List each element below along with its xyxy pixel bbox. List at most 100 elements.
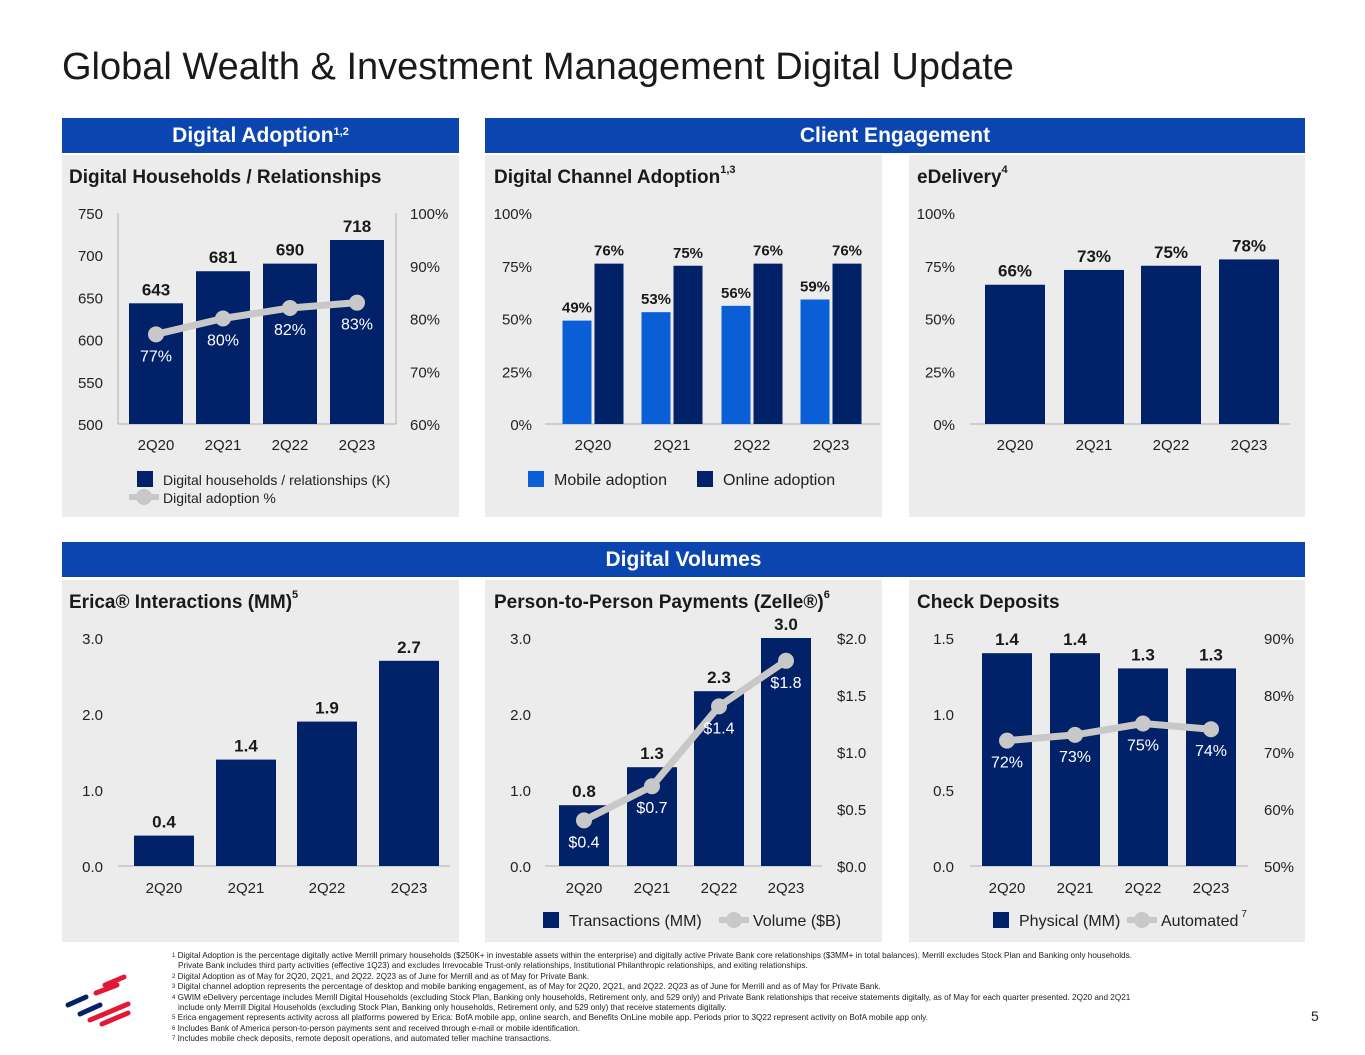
bar-value-label: 1.3 xyxy=(1199,645,1223,664)
bar xyxy=(832,263,862,424)
line-value-label: 82% xyxy=(274,322,306,339)
y-tick-label: 550 xyxy=(78,375,103,392)
y-tick-label: 2.0 xyxy=(510,707,531,724)
footnote: 4 GWIM eDelivery percentage includes Mer… xyxy=(172,993,1130,1003)
footnote-text: Erica engagement represents activity acr… xyxy=(177,1013,928,1023)
x-tick-label: 2Q21 xyxy=(228,880,265,897)
line-value-label: 77% xyxy=(140,348,172,365)
footnote: 1 Digital Adoption is the percentage dig… xyxy=(172,951,1132,961)
footnote-number: 7 xyxy=(172,1036,176,1043)
bar-value-label: 690 xyxy=(276,241,304,260)
y-tick-label: 75% xyxy=(925,259,955,276)
y-tick-label: 500 xyxy=(78,417,103,434)
line-point xyxy=(999,732,1015,749)
bar xyxy=(1186,668,1236,866)
bar-value-label: 2.7 xyxy=(397,638,421,657)
chart-title: eDelivery4 xyxy=(917,164,1008,189)
x-tick-label: 2Q22 xyxy=(272,437,309,454)
x-tick-label: 2Q20 xyxy=(146,880,183,897)
bar xyxy=(985,284,1045,424)
series-line xyxy=(1006,720,1212,745)
chart-title-text: Digital Households / Relationships xyxy=(69,167,382,188)
x-tick-label: 2Q23 xyxy=(813,437,850,454)
bar xyxy=(330,240,384,424)
footnote-text: Digital channel adoption represents the … xyxy=(177,982,881,992)
bar xyxy=(800,299,830,424)
bar xyxy=(297,721,357,866)
bar-value-label: 2.3 xyxy=(707,668,731,687)
chart-title-text: Person-to-Person Payments (Zelle®) xyxy=(494,592,824,613)
line-point xyxy=(644,778,660,795)
bank-of-america-logo xyxy=(65,974,131,1027)
bar-value-label: 56% xyxy=(721,285,751,302)
line-value-label: 73% xyxy=(1059,749,1091,766)
x-tick-label: 2Q21 xyxy=(634,880,671,897)
x-tick-label: 2Q23 xyxy=(1231,437,1268,454)
legend-swatch xyxy=(528,471,544,487)
bar-value-label: 66% xyxy=(998,262,1032,281)
bar xyxy=(216,759,276,866)
x-tick-label: 2Q21 xyxy=(205,437,242,454)
y-tick-label: 100% xyxy=(917,206,955,223)
y2-tick-label: 90% xyxy=(410,259,440,276)
x-tick-label: 2Q23 xyxy=(1193,880,1230,897)
legend-label: Digital households / relationships (K) xyxy=(163,472,390,488)
line-point xyxy=(576,812,592,829)
line-value-label: $1.8 xyxy=(770,675,801,692)
bar-value-label: 76% xyxy=(753,243,783,260)
bar-value-label: 1.3 xyxy=(640,744,664,763)
footnote-ref: 5 xyxy=(292,589,299,601)
panel-digital-households xyxy=(62,155,459,517)
y-tick-label: 0.5 xyxy=(933,783,954,800)
y2-tick-label: $0.0 xyxy=(837,859,866,876)
y2-tick-label: 90% xyxy=(1264,631,1294,648)
line-value-label: $0.4 xyxy=(568,834,599,851)
series-line xyxy=(582,657,788,824)
line-point xyxy=(1203,721,1219,738)
bar xyxy=(379,660,439,866)
line-value-label: $1.4 xyxy=(703,720,734,737)
x-tick-label: 2Q22 xyxy=(1125,880,1162,897)
y-tick-label: 1.0 xyxy=(82,783,103,800)
footnote: 7 Includes mobile check deposits, remote… xyxy=(172,1034,551,1044)
bar-value-label: 49% xyxy=(562,300,592,317)
y-tick-label: 750 xyxy=(78,206,103,223)
bar-value-label: 1.3 xyxy=(1131,645,1155,664)
y2-tick-label: 60% xyxy=(1264,802,1294,819)
y2-tick-label: 50% xyxy=(1264,859,1294,876)
bar xyxy=(694,691,744,866)
y-tick-label: 0.0 xyxy=(510,859,531,876)
legend-label: Digital adoption % xyxy=(163,490,276,506)
x-tick-label: 2Q22 xyxy=(1153,437,1190,454)
footnote: 3 Digital channel adoption represents th… xyxy=(172,982,881,992)
bar xyxy=(1064,269,1124,424)
legend-swatch xyxy=(543,912,559,928)
y-tick-label: 600 xyxy=(78,333,103,350)
bar xyxy=(721,305,751,424)
y-tick-label: 75% xyxy=(502,259,532,276)
y-tick-label: 1.0 xyxy=(933,707,954,724)
bar-value-label: 643 xyxy=(142,280,170,299)
footnote: 6 Includes Bank of America person-to-per… xyxy=(172,1024,580,1034)
x-tick-label: 2Q22 xyxy=(734,437,771,454)
chart-title-text: Erica® Interactions (MM) xyxy=(69,592,293,613)
legend-marker xyxy=(1134,912,1150,928)
y2-tick-label: $1.0 xyxy=(837,745,866,762)
y-tick-label: 25% xyxy=(925,364,955,381)
bar-value-label: 1.4 xyxy=(995,630,1019,649)
legend-label: Volume ($B) xyxy=(753,913,841,930)
y-tick-label: 0.0 xyxy=(82,859,103,876)
footnote-text: GWIM eDelivery percentage includes Merri… xyxy=(177,992,1131,1002)
y-tick-label: 0.0 xyxy=(933,859,954,876)
bar xyxy=(129,303,183,424)
panel-zelle xyxy=(485,580,882,942)
x-tick-label: 2Q23 xyxy=(339,437,376,454)
bar xyxy=(673,265,703,424)
bar-value-label: 76% xyxy=(594,243,624,260)
x-tick-label: 2Q20 xyxy=(575,437,612,454)
bar-value-label: 53% xyxy=(641,291,671,308)
x-tick-label: 2Q21 xyxy=(654,437,691,454)
y-tick-label: 50% xyxy=(502,312,532,329)
footnote: 2 Digital Adoption as of May for 2Q20, 2… xyxy=(172,972,589,982)
y-tick-label: 1.5 xyxy=(933,631,954,648)
